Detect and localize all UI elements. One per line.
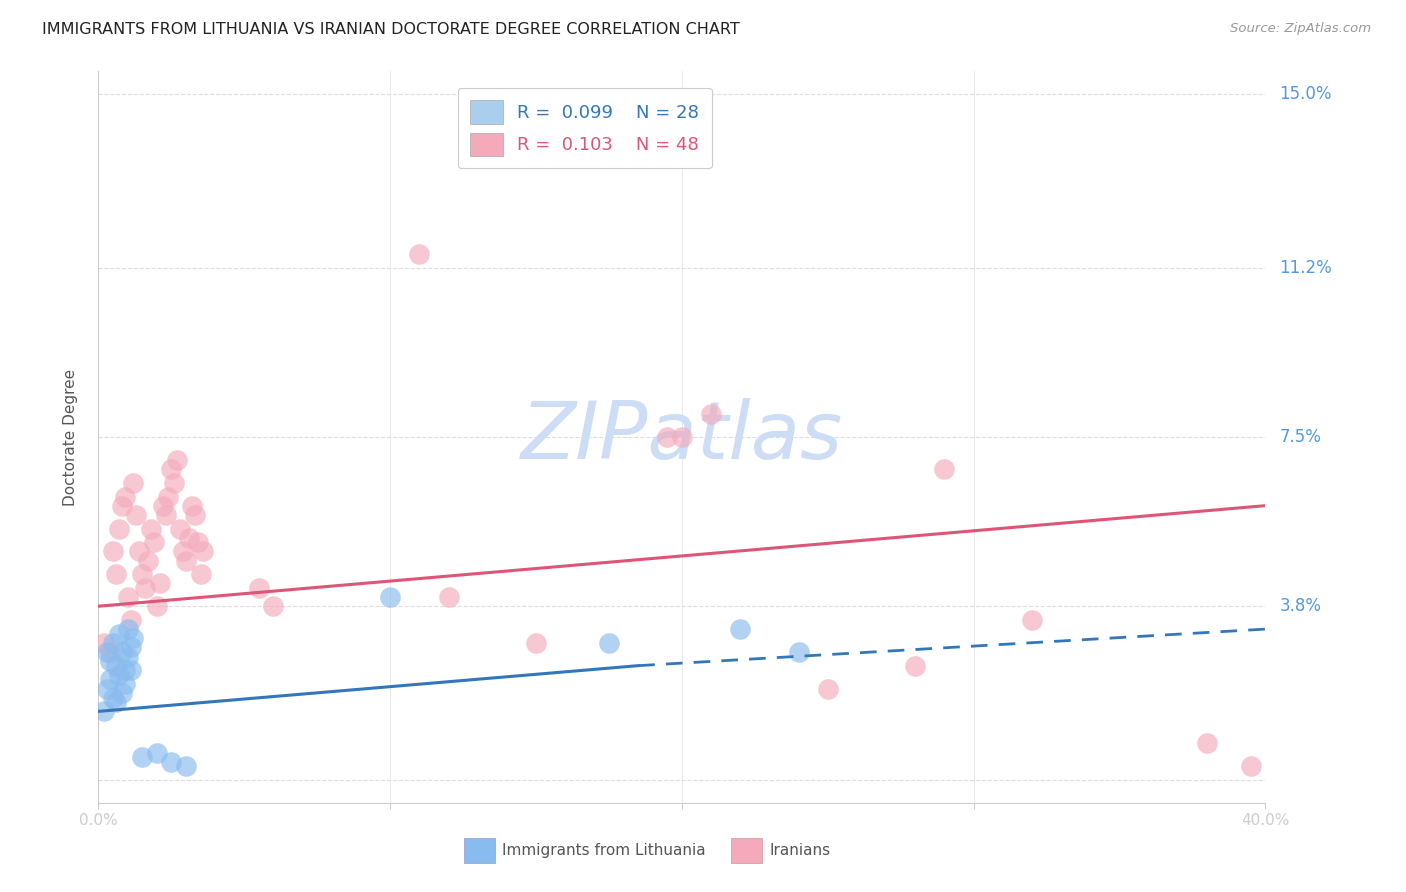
Text: Immigrants from Lithuania: Immigrants from Lithuania (502, 844, 706, 858)
Point (96, 681, 118, 696)
Point (101, 690, 124, 705)
Text: Source: ZipAtlas.com: Source: ZipAtlas.com (1230, 22, 1371, 36)
Point (98, 654, 121, 668)
Point (149, 576, 172, 591)
Point (152, 499, 174, 513)
Point (101, 636, 124, 650)
Point (787, 645, 810, 659)
Point (172, 544, 194, 558)
Point (160, 755, 183, 769)
Point (190, 567, 212, 582)
Point (125, 508, 148, 522)
Point (187, 535, 209, 549)
Point (146, 599, 169, 614)
Point (98, 645, 121, 659)
Point (114, 677, 136, 691)
Point (120, 640, 142, 655)
Point (174, 759, 197, 773)
Point (120, 663, 142, 677)
Point (98, 673, 121, 687)
Point (657, 430, 679, 444)
Point (177, 531, 200, 545)
Point (157, 490, 180, 504)
Point (108, 626, 131, 640)
Point (1021, 613, 1043, 627)
Point (108, 667, 131, 682)
Point (117, 622, 139, 636)
Text: ZIPatlas: ZIPatlas (520, 398, 844, 476)
Point (817, 681, 839, 696)
Point (128, 544, 150, 558)
Point (671, 430, 693, 444)
Point (408, 247, 430, 261)
Point (163, 475, 186, 490)
Point (262, 599, 284, 614)
Point (904, 658, 927, 673)
Point (193, 544, 215, 558)
Point (93, 705, 115, 719)
Point (108, 521, 131, 535)
Point (114, 663, 136, 677)
Point (104, 658, 127, 673)
Point (183, 508, 205, 522)
Point (730, 622, 752, 636)
Point (136, 553, 159, 567)
Point (111, 645, 134, 659)
Point (134, 581, 156, 595)
Point (160, 462, 183, 476)
Point (114, 490, 136, 504)
Point (111, 686, 134, 700)
Text: 15.0%: 15.0% (1279, 86, 1331, 103)
Point (120, 613, 142, 627)
Point (180, 499, 202, 513)
Text: 7.5%: 7.5% (1279, 428, 1322, 446)
Point (700, 407, 723, 421)
Point (524, 636, 547, 650)
Text: IMMIGRANTS FROM LITHUANIA VS IRANIAN DOCTORATE DEGREE CORRELATION CHART: IMMIGRANTS FROM LITHUANIA VS IRANIAN DOC… (42, 22, 740, 37)
Legend: R =  0.099    N = 28, R =  0.103    N = 48: R = 0.099 N = 28, R = 0.103 N = 48 (457, 87, 711, 169)
Point (104, 695, 127, 709)
Point (122, 475, 145, 490)
Point (101, 544, 124, 558)
Y-axis label: Doctorate Degree: Doctorate Degree (63, 368, 77, 506)
Point (174, 553, 197, 567)
Point (142, 535, 165, 549)
Point (104, 567, 127, 582)
Point (169, 521, 191, 535)
Point (117, 649, 139, 664)
Point (437, 590, 460, 604)
Point (146, 746, 169, 760)
Point (934, 462, 956, 476)
Point (1195, 736, 1218, 750)
Point (131, 750, 153, 764)
Point (139, 521, 162, 535)
Text: 11.2%: 11.2% (1279, 259, 1331, 277)
Point (122, 632, 145, 646)
Point (117, 590, 139, 604)
Point (247, 581, 270, 595)
Point (380, 590, 402, 604)
Point (93, 636, 115, 650)
Point (131, 567, 153, 582)
Point (111, 499, 134, 513)
Point (598, 636, 620, 650)
Point (155, 508, 177, 522)
Point (96, 645, 118, 659)
Text: 3.8%: 3.8% (1279, 598, 1322, 615)
Text: Iranians: Iranians (769, 844, 830, 858)
Point (1240, 759, 1263, 773)
Point (166, 453, 188, 467)
